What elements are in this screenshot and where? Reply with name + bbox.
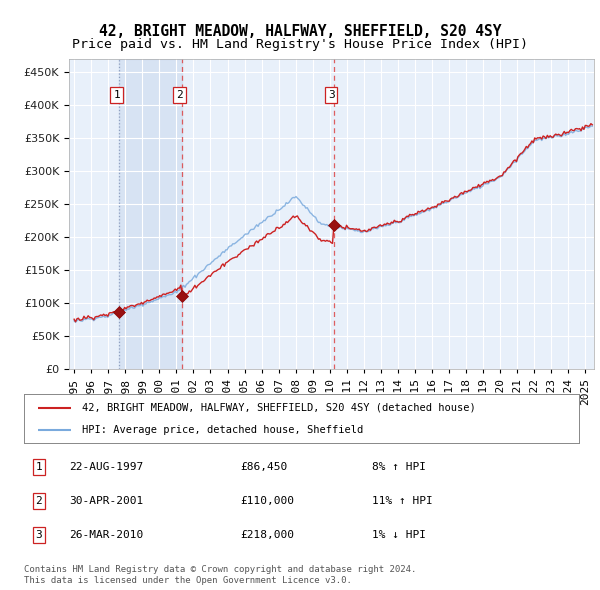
Text: 1: 1 xyxy=(35,462,43,471)
Text: 3: 3 xyxy=(328,90,335,100)
Bar xyxy=(119,59,182,369)
Text: 30-APR-2001: 30-APR-2001 xyxy=(69,496,143,506)
Text: Contains HM Land Registry data © Crown copyright and database right 2024.
This d: Contains HM Land Registry data © Crown c… xyxy=(24,565,416,585)
Text: 22-AUG-1997: 22-AUG-1997 xyxy=(69,462,143,471)
Text: 42, BRIGHT MEADOW, HALFWAY, SHEFFIELD, S20 4SY: 42, BRIGHT MEADOW, HALFWAY, SHEFFIELD, S… xyxy=(99,24,501,38)
Text: £110,000: £110,000 xyxy=(240,496,294,506)
Text: 11% ↑ HPI: 11% ↑ HPI xyxy=(372,496,433,506)
Text: 3: 3 xyxy=(35,530,43,540)
Text: 2: 2 xyxy=(176,90,183,100)
Text: £86,450: £86,450 xyxy=(240,462,287,471)
Text: 8% ↑ HPI: 8% ↑ HPI xyxy=(372,462,426,471)
Text: HPI: Average price, detached house, Sheffield: HPI: Average price, detached house, Shef… xyxy=(82,425,364,435)
Text: 1: 1 xyxy=(113,90,120,100)
Text: 2: 2 xyxy=(35,496,43,506)
Text: £218,000: £218,000 xyxy=(240,530,294,540)
Text: Price paid vs. HM Land Registry's House Price Index (HPI): Price paid vs. HM Land Registry's House … xyxy=(72,38,528,51)
Text: 1% ↓ HPI: 1% ↓ HPI xyxy=(372,530,426,540)
Text: 42, BRIGHT MEADOW, HALFWAY, SHEFFIELD, S20 4SY (detached house): 42, BRIGHT MEADOW, HALFWAY, SHEFFIELD, S… xyxy=(82,402,476,412)
Text: 26-MAR-2010: 26-MAR-2010 xyxy=(69,530,143,540)
